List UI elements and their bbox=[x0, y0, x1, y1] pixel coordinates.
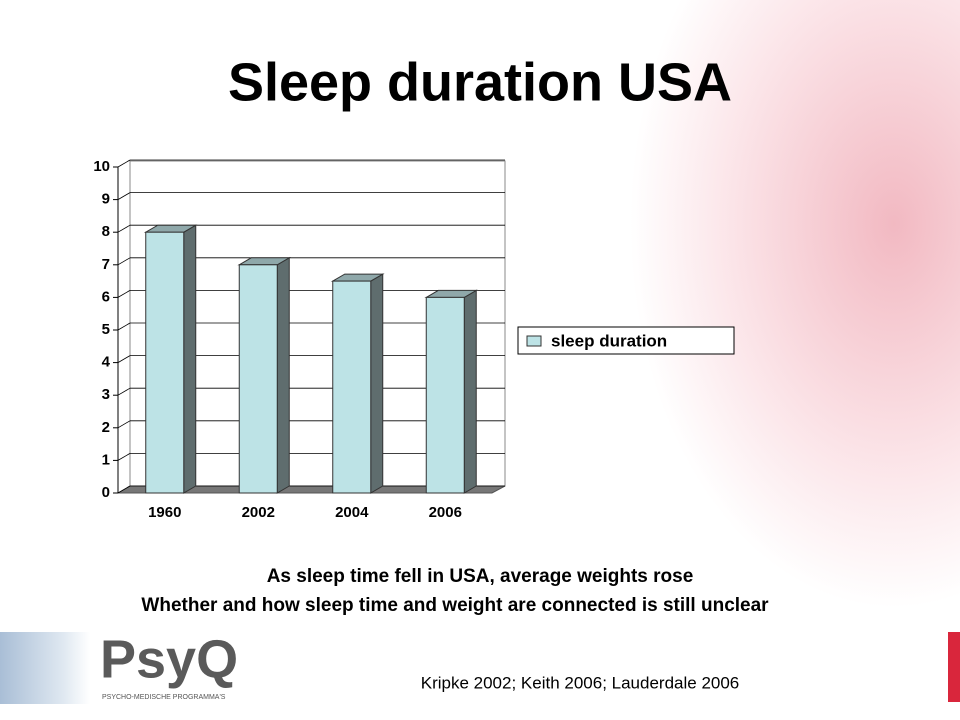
bar-side bbox=[370, 273, 384, 494]
grid-line bbox=[117, 159, 131, 168]
grid-line bbox=[117, 257, 131, 266]
bar bbox=[425, 296, 465, 494]
legend-swatch bbox=[526, 335, 542, 347]
y-tick-label: 8 bbox=[102, 223, 110, 240]
slide-title: Sleep duration USA bbox=[228, 52, 732, 112]
citation: Kripke 2002; Keith 2006; Lauderdale 2006 bbox=[421, 673, 740, 692]
y-tick-label: 1 bbox=[102, 451, 110, 468]
grid-line bbox=[117, 355, 131, 363]
bar bbox=[145, 231, 185, 494]
y-tick-label: 5 bbox=[102, 321, 110, 338]
y-tick-label: 7 bbox=[102, 256, 110, 273]
y-tick-label: 3 bbox=[102, 386, 110, 403]
bar-side bbox=[183, 224, 197, 494]
grid-line bbox=[117, 322, 131, 331]
bar bbox=[332, 280, 372, 494]
logo-name: PsyQ bbox=[100, 629, 238, 689]
caption: As sleep time fell in USA, average weigh… bbox=[267, 566, 694, 587]
y-tick-label: 9 bbox=[102, 191, 110, 208]
grid-line bbox=[117, 453, 131, 461]
grid-line bbox=[117, 485, 131, 494]
grid-line bbox=[117, 420, 131, 429]
logo-tagline: PSYCHO-MEDISCHE PROGRAMMA'S bbox=[102, 694, 226, 701]
grid-line bbox=[117, 192, 131, 200]
bar-side bbox=[463, 289, 477, 494]
accent-bar bbox=[948, 632, 960, 702]
x-tick-label: 1960 bbox=[148, 504, 181, 521]
grid-line bbox=[117, 224, 131, 233]
x-tick-label: 2006 bbox=[429, 504, 462, 521]
x-tick-label: 2002 bbox=[242, 504, 275, 521]
watermark bbox=[520, 0, 960, 640]
x-tick-label: 2004 bbox=[335, 504, 369, 521]
legend-label: sleep duration bbox=[551, 331, 667, 350]
y-tick-label: 6 bbox=[102, 288, 110, 305]
y-tick-label: 0 bbox=[102, 484, 110, 501]
bar-side bbox=[276, 256, 290, 494]
y-tick-label: 4 bbox=[102, 354, 111, 371]
logo-image bbox=[0, 632, 90, 704]
legend bbox=[517, 326, 735, 355]
bar bbox=[238, 264, 278, 494]
grid-line bbox=[117, 387, 131, 396]
caption: Whether and how sleep time and weight ar… bbox=[141, 595, 769, 616]
grid-line bbox=[117, 290, 131, 298]
y-tick-label: 10 bbox=[93, 158, 110, 175]
y-tick-label: 2 bbox=[102, 419, 110, 436]
